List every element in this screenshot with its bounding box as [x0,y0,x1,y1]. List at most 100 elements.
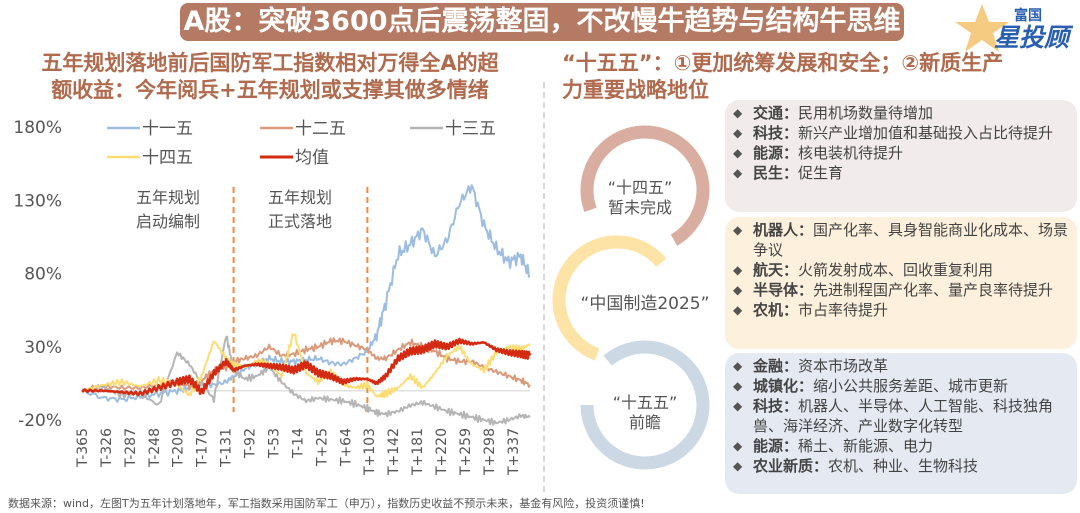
x-tick-label: T-14 [290,428,306,459]
panel-item-text: 稀土、新能源、电力 [798,437,934,455]
panel-item-text: 农机、种业、生物科技 [828,457,979,475]
x-tick-label: T+142 [386,428,402,476]
diamond-bullet-icon: ◆ [733,359,743,373]
panel-item: ◆ 能源：稀土、新能源、电力 [733,436,1069,456]
circle-label-made-in-china-2025: “中国制造2025” [560,294,730,314]
legend-label: 均值 [295,148,329,168]
circle-label-line: “十四五” [607,178,673,197]
y-tick-label: 180% [13,118,62,138]
panel-item: ◆ 半导体：先进制程国产化率、量产良率待提升 [733,280,1069,300]
panel-item-key: 能源 [753,437,784,455]
panel-item-colon: ： [813,457,829,475]
legend-label: 十四五 [142,148,193,168]
circle-label-15th-plan: “十五五” 前瞻 [600,393,690,433]
panel-item-colon: ： [783,301,799,319]
series-line-2 [81,335,531,426]
circle-label-14th-plan: “十四五” 暂未完成 [585,178,695,218]
x-tick-label: T-365 [75,428,91,468]
circle-label-line: “十五五” [612,393,678,412]
x-tick-label: T+337 [506,428,522,476]
panel-item-key: 交通 [753,104,784,122]
panel-item-text: 市占率待提升 [798,301,889,319]
x-tick-label: T-326 [99,428,115,468]
x-tick-label: T-92 [243,428,259,459]
data-source-note: 数据来源：wind，左图T为五年计划落地年，军工指数采用国防军工（申万），指数历… [8,497,645,510]
ring-15th-plan [580,340,710,470]
x-tick-label: T+220 [434,428,450,476]
panel-item-key: 科技 [753,397,784,415]
panel-item-colon: ： [798,221,814,239]
logo-big-text: 星投顾 [994,23,1070,52]
annotation-line-1: 五年规划 [136,188,200,207]
panel-item: ◆ 农业新质：农机、种业、生物科技 [733,456,1069,476]
x-tick-label: T-53 [266,428,282,459]
diamond-bullet-icon: ◆ [733,166,743,180]
panel-item-text: 缩小公共服务差距、城市更新 [813,377,1009,395]
diamond-bullet-icon: ◆ [733,106,743,120]
diamond-bullet-icon: ◆ [733,439,743,453]
policy-heading: “十五五”：①更加统筹发展和安全；②新质生产 力重要战略地位 [562,50,1072,104]
legend-label: 十一五 [142,119,193,139]
panel-item-key: 航天 [753,261,784,279]
policy-rings [552,125,710,470]
panel-item-colon: ： [783,124,799,142]
panel-item-text: 促生育 [798,164,844,182]
panel-item-colon: ： [783,104,799,122]
panel-item: ◆ 农机：市占率待提升 [733,300,1069,320]
panel-item-key: 金融 [753,357,784,375]
annotation-line-2: 正式落地 [268,212,332,231]
logo-small-text: 富国 [1014,8,1042,24]
x-tick-label: T+25 [314,428,330,467]
panel-item-text: 火箭发射成本、回收重复利用 [798,261,994,279]
panel-item-key: 城镇化 [753,377,799,395]
series-line-0 [81,184,531,403]
panel-item-key: 机器人 [753,221,799,239]
y-tick-label: 80% [24,265,62,285]
ring-14th-plan [580,125,710,246]
diamond-bullet-icon: ◆ [733,223,743,237]
chart-heading: 五年规划落地前后国防军工指数相对万得全A的超 额收益：今年阅兵+五年规划或支撑其… [10,50,530,104]
chart-heading-line-1: 五年规划落地前后国防军工指数相对万得全A的超 [41,51,499,75]
panel-item-colon: ： [783,261,799,279]
legend-label: 十二五 [295,119,346,139]
y-tick-label: -20% [18,411,62,431]
panel-item-text: 先进制程国产化率、量产良率待提升 [813,281,1054,299]
panel-item: ◆ 民生：促生育 [733,163,1069,183]
panel-item-key: 农机 [753,301,784,319]
star-logo-icon [955,4,1009,52]
panel-item-text: 资本市场改革 [798,357,889,375]
section-divider [543,82,545,492]
x-tick-label: T-209 [171,428,187,468]
series-line-1 [81,337,531,392]
x-tick-label: T+298 [482,428,498,476]
panel-item-text: 核电装机待提升 [798,144,904,162]
panel-item-text: 新兴产业增加值和基础投入占比待提升 [798,124,1054,142]
panel-item: ◆ 能源：核电装机待提升 [733,143,1069,163]
annotation-line-2: 启动编制 [136,212,200,231]
x-tick-label: T-131 [219,428,235,468]
panel-item-colon: ： [798,377,814,395]
chart-heading-line-2: 额收益：今年阅兵+五年规划或支撑其做多情绪 [51,78,489,102]
panel-item: ◆ 金融：资本市场改革 [733,356,1069,376]
page-title: A股：突破3600点后震荡整固，不改慢牛趋势与结构牛思维 [180,3,904,41]
panel-item: ◆ 交通：民用机场数量待增加 [733,103,1069,123]
x-tick-label: T+64 [338,428,354,467]
x-tick-label: T-170 [195,428,211,468]
panel-item: ◆ 机器人：国产化率、具身智能商业化成本、场景争议 [733,220,1069,260]
diamond-bullet-icon: ◆ [733,379,743,393]
series-line-4 [81,337,532,397]
panel-item-key: 科技 [753,124,784,142]
panel-item: ◆ 科技：新兴产业增加值和基础投入占比待提升 [733,123,1069,143]
panel-item-text: 民用机场数量待增加 [798,104,934,122]
panel-item-text: 国产化率、具身智能商业化成本、场景争议 [753,221,1069,259]
policy-heading-line-2: 力重要战略地位 [562,78,709,102]
x-tick-label: T+103 [362,428,378,476]
panel-item-key: 民生 [753,164,784,182]
panel-item-colon: ： [783,437,799,455]
circle-label-line: 暂未完成 [607,198,672,217]
circle-label-line: 前瞻 [628,413,661,432]
diamond-bullet-icon: ◆ [733,399,743,413]
diamond-bullet-icon: ◆ [733,126,743,140]
panel-item-key: 能源 [753,144,784,162]
brand-logo: 富国 星投顾 [952,2,1077,54]
